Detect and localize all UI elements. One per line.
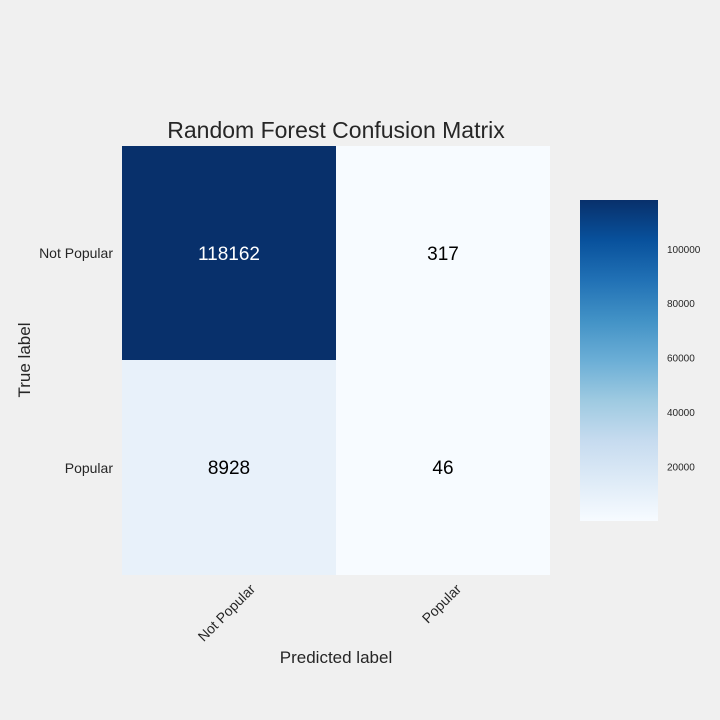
y-tick-not-popular: Not Popular: [39, 245, 113, 261]
matrix-cells: [122, 146, 550, 575]
cell-value-label: 46: [432, 458, 453, 479]
matrix-cell: [122, 146, 336, 361]
colorbar-ticks: 20000 40000 60000 80000 100000: [667, 245, 701, 473]
cell-value-label: 118162: [198, 244, 260, 265]
colorbar-tick-label: 80000: [667, 299, 695, 310]
cell-value-label: 8928: [208, 458, 250, 479]
matrix-cell: [336, 146, 550, 361]
chart-title: Random Forest Confusion Matrix: [167, 117, 505, 143]
y-axis-label: True label: [15, 323, 34, 398]
colorbar: [580, 200, 658, 521]
y-tick-popular: Popular: [65, 460, 114, 476]
matrix-cell-labels: 118162 317 8928 46: [198, 244, 459, 479]
matrix-cell: [122, 360, 336, 575]
colorbar-tick-label: 100000: [667, 245, 701, 256]
cell-value-label: 317: [427, 244, 459, 265]
x-tick-popular: Popular: [419, 581, 465, 627]
colorbar-tick-label: 40000: [667, 408, 695, 419]
colorbar-tick-label: 20000: [667, 462, 695, 473]
x-axis-label: Predicted label: [280, 648, 392, 667]
colorbar-tick-label: 60000: [667, 354, 695, 365]
matrix-cell: [336, 360, 550, 575]
x-tick-not-popular: Not Popular: [195, 581, 259, 645]
